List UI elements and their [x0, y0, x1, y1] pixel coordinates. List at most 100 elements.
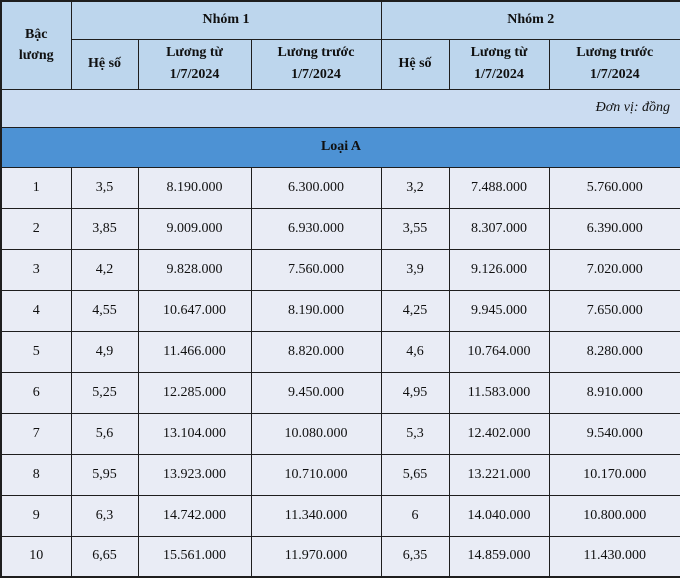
cell-nhom1-luong-tu: 10.647.000 [137, 289, 252, 332]
col-header-luong-truoc-nhom1: Lương trước 1/7/2024 [250, 38, 382, 90]
cell-nhom2-luong-truoc: 11.430.000 [548, 535, 680, 578]
cell-nhom2-luong-tu: 10.764.000 [448, 330, 550, 373]
cell-nhom1-luong-tu: 11.466.000 [137, 330, 252, 373]
col-header-luong-truoc-nhom1-line2: 1/7/2024 [291, 67, 341, 82]
cell-nhom1-he-so: 6,3 [70, 494, 139, 537]
cell-nhom2-luong-truoc: 9.540.000 [548, 412, 680, 455]
cell-bac-luong: 3 [0, 248, 72, 291]
cell-nhom1-he-so: 4,9 [70, 330, 139, 373]
section-row-loai-a: Loại A [0, 126, 680, 168]
col-header-luong-truoc-nhom2: Lương trước 1/7/2024 [548, 38, 680, 90]
header-sub-row: Hệ số Lương từ 1/7/2024 Lương trước 1/7/… [1, 38, 680, 90]
cell-bac-luong: 7 [0, 412, 72, 455]
cell-nhom2-luong-truoc: 5.760.000 [548, 166, 680, 209]
cell-nhom1-luong-truoc: 11.340.000 [250, 494, 382, 537]
cell-nhom1-he-so: 4,55 [70, 289, 139, 332]
col-header-luong-truoc-nhom1-line1: Lương trước [277, 45, 355, 61]
cell-nhom1-luong-truoc: 10.080.000 [250, 412, 382, 455]
cell-nhom1-luong-tu: 13.923.000 [137, 453, 252, 496]
cell-nhom2-he-so: 5,65 [380, 453, 450, 496]
cell-nhom2-he-so: 5,3 [380, 412, 450, 455]
cell-nhom2-luong-tu: 11.583.000 [448, 371, 550, 414]
cell-nhom1-luong-truoc: 8.190.000 [250, 289, 382, 332]
cell-nhom2-he-so: 6 [380, 494, 450, 537]
header-group-row: Bậc lương Nhóm 1 Nhóm 2 [0, 0, 680, 90]
cell-nhom2-he-so: 6,35 [380, 535, 450, 578]
cell-nhom1-he-so: 3,85 [70, 207, 139, 250]
cell-nhom2-luong-tu: 7.488.000 [448, 166, 550, 209]
cell-nhom2-he-so: 3,2 [380, 166, 450, 209]
table-row: 8 5,95 13.923.000 10.710.000 5,65 13.221.000 1… [0, 453, 680, 496]
col-header-bac-luong-line1: Bậc [24, 26, 48, 42]
col-group-nhom-2: Nhóm 2 [380, 0, 680, 40]
cell-nhom1-he-so: 5,95 [70, 453, 139, 496]
cell-nhom1-luong-truoc: 10.710.000 [250, 453, 382, 496]
section-title-loai-a: Loại A [0, 126, 680, 168]
cell-bac-luong: 8 [0, 453, 72, 496]
cell-nhom2-luong-tu: 12.402.000 [448, 412, 550, 455]
cell-bac-luong: 6 [0, 371, 72, 414]
col-header-luong-truoc-nhom2-line2: 1/7/2024 [589, 67, 640, 82]
cell-nhom1-luong-tu: 9.828.000 [137, 248, 252, 291]
table-row: 7 5,6 13.104.000 10.080.000 5,3 12.402.000 9.5… [0, 412, 680, 455]
cell-nhom1-he-so: 5,25 [70, 371, 139, 414]
table-row: 5 4,9 11.466.000 8.820.000 4,6 10.764.000 8.28… [0, 330, 680, 373]
cell-nhom2-he-so: 4,25 [380, 289, 450, 332]
cell-nhom1-he-so: 3,5 [70, 166, 139, 209]
cell-nhom1-luong-truoc: 6.930.000 [250, 207, 382, 250]
cell-nhom1-he-so: 6,65 [70, 535, 139, 578]
cell-nhom1-luong-truoc: 11.970.000 [250, 535, 382, 578]
cell-bac-luong: 10 [0, 535, 72, 578]
cell-nhom2-he-so: 3,55 [380, 207, 450, 250]
cell-nhom2-luong-tu: 9.126.000 [448, 248, 550, 291]
table-row: 9 6,3 14.742.000 11.340.000 6 14.040.000 10.80… [0, 494, 680, 537]
col-header-he-so-nhom2: Hệ số [380, 38, 450, 90]
cell-nhom1-luong-truoc: 8.820.000 [250, 330, 382, 373]
unit-note-row: Đơn vị: đồng [0, 88, 680, 128]
cell-nhom2-luong-truoc: 8.910.000 [548, 371, 680, 414]
table-row: 1 3,5 8.190.000 6.300.000 3,2 7.488.000 5.760.… [0, 166, 680, 209]
cell-nhom2-luong-truoc: 8.280.000 [548, 330, 680, 373]
cell-nhom1-luong-tu: 12.285.000 [137, 371, 252, 414]
cell-bac-luong: 2 [0, 207, 72, 250]
cell-nhom1-luong-truoc: 9.450.000 [250, 371, 382, 414]
cell-nhom2-luong-truoc: 10.170.000 [548, 453, 680, 496]
cell-nhom1-luong-tu: 13.104.000 [137, 412, 252, 455]
cell-nhom2-luong-truoc: 10.800.000 [548, 494, 680, 537]
col-header-bac-luong-line2: lương [18, 48, 54, 64]
table-body: 1 3,5 8.190.000 6.300.000 3,2 7.488.000 5.760.… [0, 166, 680, 578]
cell-nhom2-luong-truoc: 7.650.000 [548, 289, 680, 332]
table-row: 2 3,85 9.009.000 6.930.000 3,55 8.307.000 6.39… [0, 207, 680, 250]
cell-nhom1-he-so: 4,2 [70, 248, 139, 291]
cell-nhom1-he-so: 5,6 [70, 412, 139, 455]
col-header-luong-tu-nhom1: Lương từ 1/7/2024 [137, 38, 252, 90]
cell-bac-luong: 1 [0, 166, 72, 209]
table-row: 3 4,2 9.828.000 7.560.000 3,9 9.126.000 7.020.… [0, 248, 680, 291]
cell-nhom1-luong-tu: 15.561.000 [137, 535, 252, 578]
unit-note: Đơn vị: đồng [0, 88, 680, 128]
cell-nhom1-luong-tu: 14.742.000 [137, 494, 252, 537]
col-header-luong-tu-nhom1-line2: 1/7/2024 [169, 67, 220, 82]
cell-nhom2-luong-tu: 14.040.000 [448, 494, 550, 537]
cell-nhom2-luong-tu: 13.221.000 [448, 453, 550, 496]
cell-nhom2-he-so: 4,6 [380, 330, 450, 373]
cell-nhom1-luong-truoc: 6.300.000 [250, 166, 382, 209]
col-header-luong-tu-nhom2-line2: 1/7/2024 [474, 67, 524, 82]
table-header: Bậc lương Nhóm 1 Nhóm 2 Hệ số Lương từ 1… [0, 0, 680, 168]
col-header-bac-luong: Bậc lương [0, 0, 72, 90]
col-header-luong-tu-nhom2-line1: Lương từ [470, 45, 528, 61]
cell-bac-luong: 5 [0, 330, 72, 373]
cell-nhom2-luong-tu: 9.945.000 [448, 289, 550, 332]
cell-bac-luong: 9 [0, 494, 72, 537]
col-header-luong-truoc-nhom2-line1: Lương trước [576, 45, 654, 61]
cell-nhom2-luong-tu: 8.307.000 [448, 207, 550, 250]
cell-nhom2-he-so: 4,95 [380, 371, 450, 414]
col-group-nhom-1: Nhóm 1 [70, 0, 382, 40]
cell-nhom1-luong-truoc: 7.560.000 [250, 248, 382, 291]
table-row: 10 6,65 15.561.000 11.970.000 6,35 14.859.000… [0, 535, 680, 578]
cell-nhom2-he-so: 3,9 [380, 248, 450, 291]
cell-nhom2-luong-tu: 14.859.000 [448, 535, 550, 578]
col-header-luong-tu-nhom2: Lương từ 1/7/2024 [448, 38, 550, 90]
cell-nhom1-luong-tu: 8.190.000 [137, 166, 252, 209]
cell-nhom1-luong-tu: 9.009.000 [137, 207, 252, 250]
